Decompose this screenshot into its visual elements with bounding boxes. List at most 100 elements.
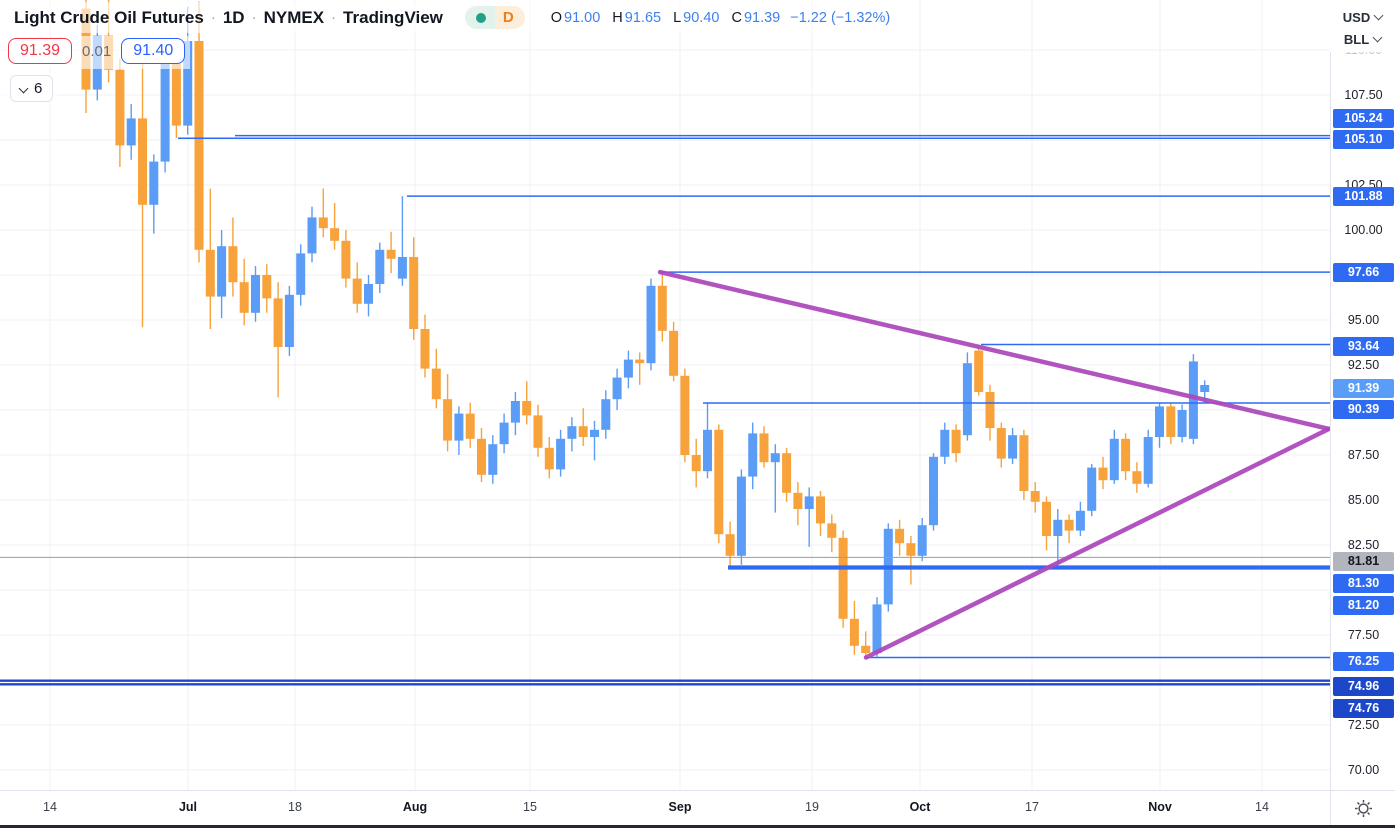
- time-axis-label: Jul: [178, 800, 198, 814]
- candle-body-down: [1042, 501, 1051, 536]
- candle-body-down: [194, 41, 204, 250]
- time-axis-label: 15: [523, 800, 537, 814]
- candle-body-up: [590, 429, 599, 437]
- candle-body-up: [149, 161, 159, 205]
- candle-body-down: [725, 534, 735, 556]
- candle-body-up: [703, 429, 712, 472]
- candle-body-up: [601, 399, 611, 430]
- candle-body-down: [680, 375, 690, 455]
- candle-body-up: [1008, 435, 1018, 459]
- interval-label[interactable]: 1D: [222, 7, 245, 27]
- candle-body-down: [115, 69, 125, 146]
- legend-fade-overlay: [0, 2, 900, 33]
- market-open-dot-icon: [475, 12, 486, 23]
- price-axis-label: 107.50: [1344, 88, 1383, 102]
- spread-value: 0.01: [82, 42, 112, 60]
- candle-body-up: [917, 525, 927, 556]
- candle-body-up: [940, 429, 950, 457]
- price-badge-blue: 97.66: [1333, 262, 1394, 282]
- candle-body-up: [646, 285, 656, 364]
- close-label: C: [731, 9, 742, 26]
- legend-separator: ·: [251, 9, 257, 26]
- candle-body-up: [623, 359, 633, 378]
- price-badge-dark: 74.76: [1333, 698, 1394, 718]
- trendline[interactable]: [863, 426, 1332, 660]
- open-value: 91.00: [564, 9, 601, 26]
- candle-body-up: [1143, 437, 1153, 484]
- change-value: −1.22 (−1.32%): [790, 9, 891, 26]
- indicator-count: 6: [34, 80, 43, 97]
- gear-icon: [1355, 800, 1372, 817]
- currency-unit-dropdown[interactable]: USD: [1330, 6, 1395, 28]
- candle-body-down: [974, 350, 984, 392]
- open-label: O: [550, 9, 562, 26]
- platform-label[interactable]: TradingView: [343, 7, 443, 27]
- candle-body-down: [465, 413, 475, 439]
- time-axis-label: 14: [1255, 800, 1269, 814]
- candle-body-down: [669, 330, 679, 376]
- candle-body-down: [262, 275, 272, 299]
- candle-body-down: [1132, 471, 1142, 484]
- low-value: 90.40: [683, 9, 720, 26]
- candle-body-up: [1188, 361, 1198, 439]
- candle-body-up: [397, 257, 407, 279]
- candle-body-up: [499, 422, 509, 445]
- candle-body-up: [736, 476, 746, 556]
- candle-body-down: [431, 368, 441, 400]
- time-axis-label: 17: [1025, 800, 1039, 814]
- axis-settings-button[interactable]: [1330, 790, 1395, 826]
- time-axis-label: Aug: [402, 800, 428, 814]
- price-badge-blue: 81.20: [1333, 595, 1394, 615]
- price-axis[interactable]: 110.00107.50102.50100.0095.0092.5087.508…: [1330, 0, 1395, 790]
- candle-body-down: [409, 257, 419, 329]
- price-axis-label: 85.00: [1347, 493, 1380, 507]
- price-axis-label: 100.00: [1344, 223, 1383, 237]
- candle-body-up: [1075, 510, 1085, 531]
- candle-body-down: [714, 429, 724, 535]
- price-badge-blue: 90.39: [1333, 399, 1394, 419]
- close-value: 91.39: [743, 9, 781, 26]
- ohlc-values: O 91.00 H 91.65 L 90.40 C 91.39 −1.22 (−1.32…: [551, 10, 890, 26]
- candle-body-down: [895, 528, 905, 544]
- candle-body-down: [239, 282, 249, 313]
- time-axis-label: Nov: [1148, 800, 1172, 814]
- candle-body-down: [273, 298, 283, 347]
- candle-body-up: [567, 426, 577, 439]
- candle-body-down: [793, 492, 803, 509]
- candle-body-up: [160, 55, 170, 162]
- interval-badge: D: [494, 6, 525, 29]
- time-axis-label: Oct: [909, 800, 931, 814]
- candle-body-down: [782, 453, 792, 493]
- candle-body-down: [691, 455, 701, 472]
- high-label: H: [612, 9, 623, 26]
- price-axis-label: 72.50: [1347, 718, 1380, 732]
- market-status-pill[interactable]: D: [464, 6, 525, 29]
- chart-canvas[interactable]: [0, 0, 1332, 790]
- candle-body-down: [1121, 438, 1131, 472]
- candle-body-up: [770, 453, 780, 463]
- trendline[interactable]: [657, 269, 1332, 432]
- candle-body-down: [1030, 491, 1040, 502]
- collapse-indicators-button[interactable]: 6: [10, 75, 54, 102]
- time-axis[interactable]: 14 Jul 18 Aug 15 Sep 19 Oct 17 Nov 14: [0, 790, 1395, 826]
- candle-body-up: [556, 438, 566, 470]
- candle-body-up: [284, 294, 294, 347]
- candle-body-up: [217, 246, 227, 297]
- sell-price-button[interactable]: 91.39: [8, 38, 73, 64]
- measure-unit-dropdown[interactable]: BLL: [1330, 28, 1395, 50]
- candle-body-up: [364, 284, 373, 304]
- window-bottom-edge: [0, 825, 1395, 828]
- price-badge-gray: 81.81: [1333, 551, 1394, 571]
- candle-body-up: [375, 249, 385, 284]
- candle-body-up: [126, 118, 136, 146]
- candle-body-down: [657, 285, 667, 331]
- candle-body-up: [872, 604, 882, 653]
- candle-body-up: [307, 217, 317, 254]
- high-value: 91.65: [624, 9, 662, 26]
- candle-body-down: [996, 428, 1006, 459]
- symbol-title[interactable]: Light Crude Oil Futures: [14, 7, 204, 27]
- exchange-label[interactable]: NYMEX: [263, 7, 325, 27]
- candle-body-down: [341, 240, 351, 279]
- candle-body-down: [544, 447, 554, 470]
- buy-price-button[interactable]: 91.40: [121, 38, 186, 64]
